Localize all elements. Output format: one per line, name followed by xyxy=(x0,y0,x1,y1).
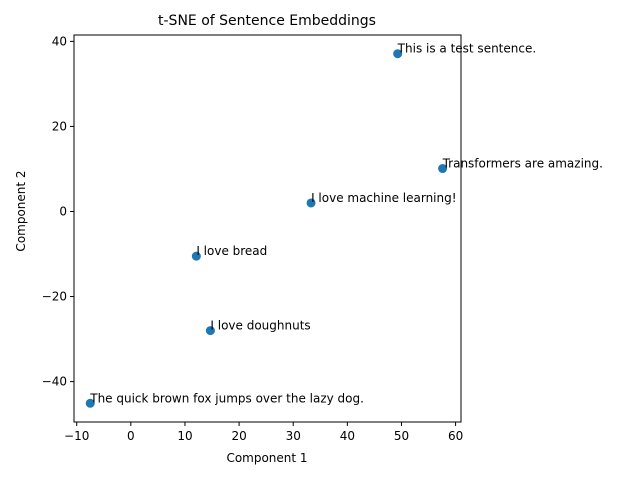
x-axis: −10 0 10 20 30 40 50 60 xyxy=(64,422,463,443)
point-label: Transformers are amazing. xyxy=(442,157,603,171)
point-label: The quick brown fox jumps over the lazy … xyxy=(89,391,364,405)
point-label: I love doughnuts xyxy=(210,319,310,333)
data-point xyxy=(205,326,215,336)
x-tick-label: 30 xyxy=(286,429,301,443)
x-axis-label: Component 1 xyxy=(226,451,307,465)
y-tick-label: −20 xyxy=(42,290,67,304)
x-tick-label: 40 xyxy=(340,429,355,443)
point-label: I love machine learning! xyxy=(311,191,456,205)
y-tick-label: −40 xyxy=(42,375,67,389)
data-point xyxy=(306,198,316,208)
x-tick-label: −10 xyxy=(64,429,89,443)
chart-title: t-SNE of Sentence Embeddings xyxy=(158,13,376,29)
data-point xyxy=(85,398,95,408)
point-label: I love bread xyxy=(196,244,267,258)
x-tick-label: 60 xyxy=(448,429,463,443)
y-tick-label: 0 xyxy=(59,204,67,218)
y-tick-label: 20 xyxy=(52,119,67,133)
y-axis: −40 −20 0 20 40 xyxy=(42,34,74,389)
data-point xyxy=(191,251,201,261)
plot-frame xyxy=(73,34,462,423)
plot-area xyxy=(73,34,462,423)
data-points: This is a test sentence. Transformers are… xyxy=(85,42,603,408)
data-point xyxy=(393,49,403,59)
x-tick-label: 0 xyxy=(127,429,135,443)
x-tick-label: 20 xyxy=(231,429,246,443)
x-tick-label: 10 xyxy=(177,429,192,443)
y-tick-label: 40 xyxy=(52,34,67,48)
y-axis-label: Component 2 xyxy=(14,170,28,251)
x-tick-label: 50 xyxy=(394,429,409,443)
point-label: This is a test sentence. xyxy=(397,42,537,56)
data-point xyxy=(438,164,448,174)
